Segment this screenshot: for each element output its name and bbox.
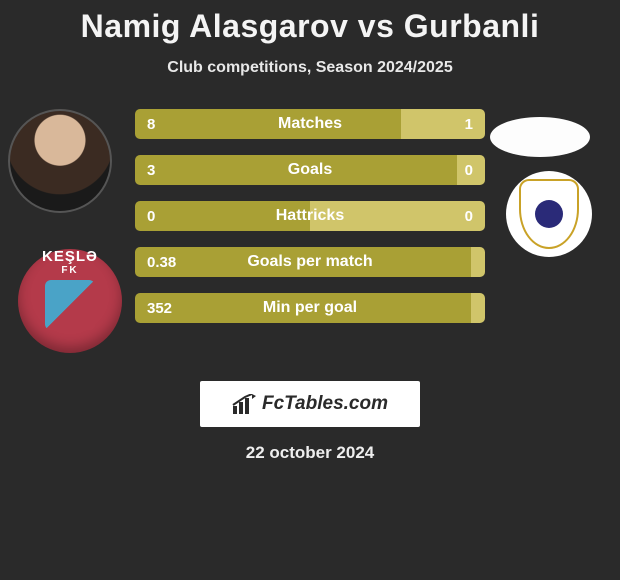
fctables-logo: FcTables.com: [200, 381, 420, 427]
stat-row: 00Hattricks: [135, 201, 485, 231]
stat-right-value: 1: [465, 116, 473, 133]
fctables-text: FcTables.com: [262, 393, 388, 415]
stat-row: 0.38Goals per match: [135, 247, 485, 277]
date-label: 22 october 2024: [0, 443, 620, 463]
stat-left-segment: 3: [135, 155, 457, 185]
stat-left-segment: 8: [135, 109, 401, 139]
stat-right-segment: [471, 247, 485, 277]
stat-left-value: 0: [147, 208, 155, 225]
stat-left-value: 0.38: [147, 254, 176, 271]
stat-right-segment: 0: [310, 201, 485, 231]
stat-left-value: 3: [147, 162, 155, 179]
stat-right-segment: 1: [401, 109, 485, 139]
stat-right-segment: 0: [457, 155, 485, 185]
stat-left-segment: 0: [135, 201, 310, 231]
stat-left-segment: 0.38: [135, 247, 471, 277]
stat-row: 352Min per goal: [135, 293, 485, 323]
player-right-avatar: [490, 117, 590, 157]
stat-row: 30Goals: [135, 155, 485, 185]
stat-left-segment: 352: [135, 293, 471, 323]
page-title: Namig Alasgarov vs Gurbanli: [0, 0, 620, 45]
stat-bars: 81Matches30Goals00Hattricks0.38Goals per…: [135, 109, 485, 339]
club-left-emblem: [45, 280, 95, 330]
stat-row: 81Matches: [135, 109, 485, 139]
stat-left-value: 8: [147, 116, 155, 133]
comparison-area: KEŞLƏ FK 81Matches30Goals00Hattricks0.38…: [0, 109, 620, 369]
stat-right-value: 0: [465, 208, 473, 225]
club-right-shield: [519, 179, 579, 249]
club-right-ball-icon: [535, 200, 563, 228]
club-right-badge: [506, 171, 592, 257]
stat-right-value: 0: [465, 162, 473, 179]
club-left-sub: FK: [61, 265, 78, 276]
club-left-name: KEŞLƏ: [42, 248, 98, 265]
club-left-badge: KEŞLƏ FK: [18, 249, 122, 353]
stat-right-segment: [471, 293, 485, 323]
stat-left-value: 352: [147, 300, 172, 317]
chart-icon: [232, 394, 256, 414]
player-left-avatar: [8, 109, 112, 213]
page-subtitle: Club competitions, Season 2024/2025: [0, 59, 620, 77]
